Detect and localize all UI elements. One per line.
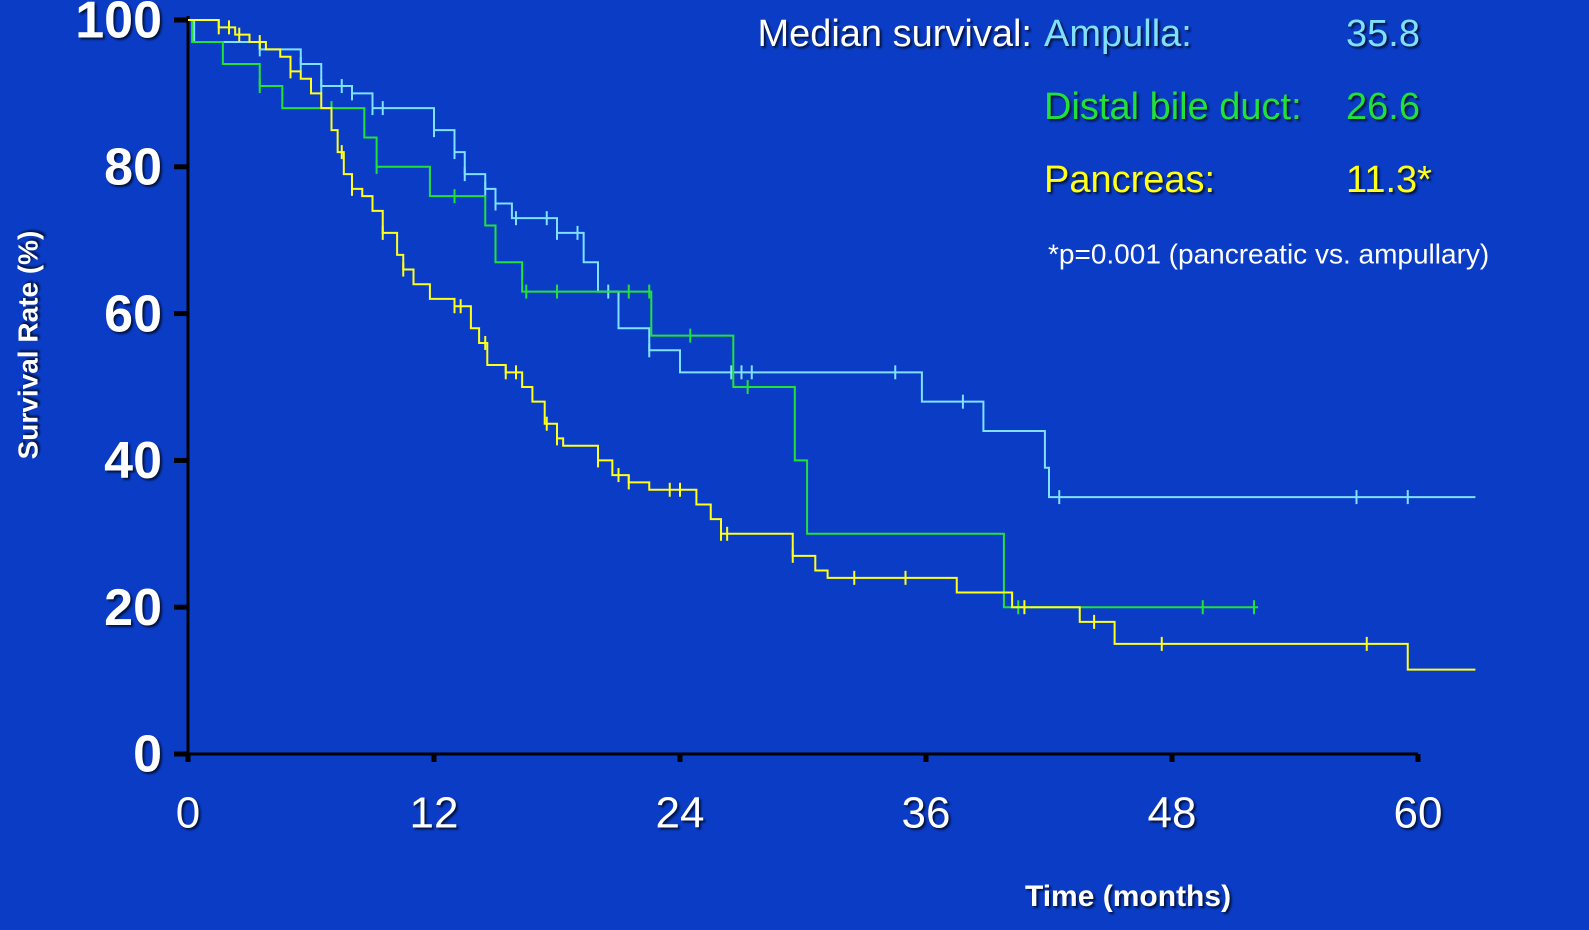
median-value: 11.3*	[1346, 159, 1432, 201]
survival-curve	[188, 19, 1259, 609]
median-value: 35.8	[1346, 13, 1420, 55]
x-tick-label: 36	[902, 789, 951, 838]
x-tick-label: 0	[176, 789, 200, 838]
y-tick-label: 80	[104, 139, 162, 197]
x-tick-label: 24	[656, 789, 705, 838]
legend-label: Ampulla:	[1044, 13, 1192, 55]
survival-curve	[188, 19, 1476, 499]
x-tick-label: 48	[1148, 789, 1197, 838]
x-axis-label: Time (months)	[1025, 880, 1231, 913]
median-title: Median survival:	[757, 13, 1032, 55]
x-tick-label: 12	[410, 789, 459, 838]
median-value: 26.6	[1346, 86, 1420, 128]
legend-label: Pancreas:	[1044, 159, 1215, 201]
footnote: *p=0.001 (pancreatic vs. ampullary)	[1048, 238, 1489, 269]
y-tick-label: 100	[75, 0, 162, 50]
y-axis-label: Survival Rate (%)	[12, 231, 43, 460]
x-tick-label: 60	[1394, 789, 1443, 838]
y-tick-label: 60	[104, 285, 162, 343]
y-tick-label: 0	[133, 726, 162, 784]
legend-label: Distal bile duct:	[1044, 86, 1302, 128]
y-tick-label: 20	[104, 579, 162, 637]
y-tick-label: 40	[104, 432, 162, 490]
